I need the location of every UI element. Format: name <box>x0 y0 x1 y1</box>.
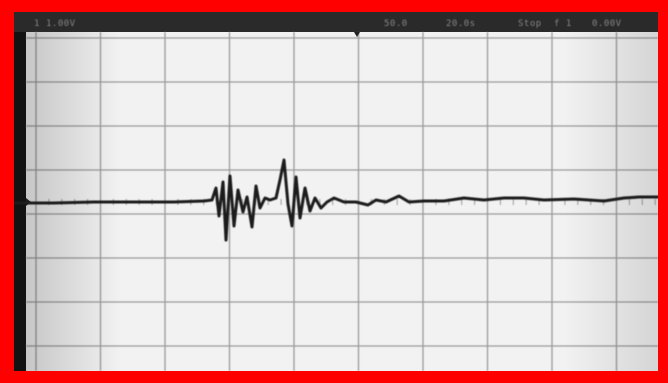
oscilloscope-photo: 1 1.00V 50.0 20.0s Stop f 1 0.00V <box>14 12 658 371</box>
trigger-source-readout: f 1 <box>554 19 572 29</box>
signal-trace <box>14 158 658 242</box>
delay-readout: 20.0s <box>446 19 476 29</box>
volts-per-div-readout: 1.00V <box>46 19 76 29</box>
time-per-div-readout: 50.0 <box>384 19 408 29</box>
trigger-marker-icon <box>354 32 360 37</box>
oscilloscope-screen <box>14 12 658 371</box>
screen-top-bezel <box>14 12 658 32</box>
run-mode-readout: Stop <box>518 19 542 29</box>
channel-number: 1 <box>34 19 40 29</box>
trigger-level-readout: 0.00V <box>592 19 622 29</box>
